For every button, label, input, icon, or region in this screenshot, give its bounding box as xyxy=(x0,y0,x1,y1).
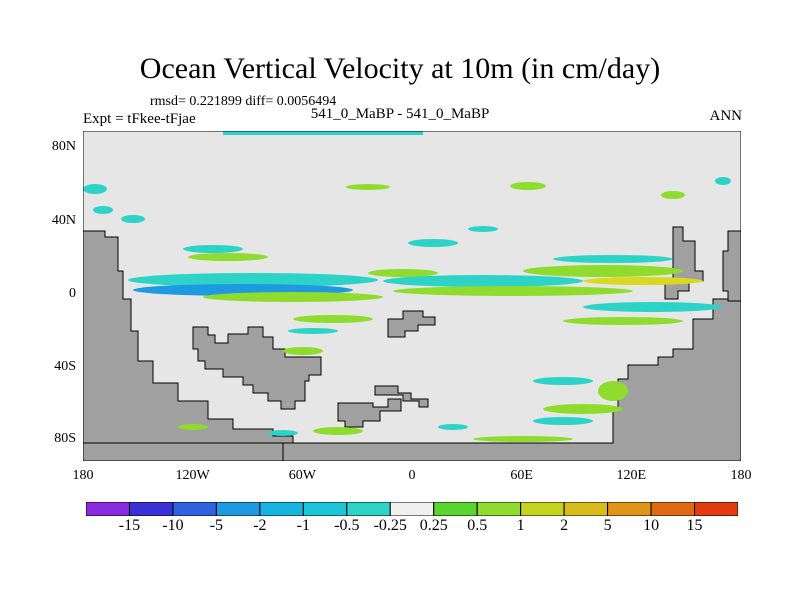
case-label: 541_0_MaBP - 541_0_MaBP xyxy=(310,106,490,122)
anomaly-patch xyxy=(368,269,438,277)
x-tick-label: 60E xyxy=(510,468,533,483)
anomaly-patch xyxy=(523,265,683,277)
anomaly-patch xyxy=(223,131,423,135)
colorbar-swatch xyxy=(172,502,217,516)
colorbar-swatch xyxy=(650,502,696,516)
anomaly-patch xyxy=(203,292,383,302)
y-tick-label: 80N xyxy=(51,139,76,154)
colorbar-label: -0.5 xyxy=(334,517,360,534)
anomaly-patch xyxy=(533,377,593,385)
anomaly-patch xyxy=(661,191,685,199)
y-tick-label: 0 xyxy=(69,286,76,301)
anomaly-patch xyxy=(583,277,703,285)
colorbar-swatch xyxy=(128,502,174,516)
anomaly-patch xyxy=(383,275,583,287)
anomaly-patch xyxy=(93,206,113,214)
anomaly-patch xyxy=(543,404,623,414)
anomaly-patch xyxy=(583,302,723,312)
colorbar-swatch xyxy=(694,502,738,516)
y-tick-label: 80S xyxy=(54,431,76,446)
colorbar-label: 15 xyxy=(686,517,703,534)
anomaly-patch xyxy=(346,184,390,190)
stats-label: rmsd= 0.221899 diff= 0.0056494 xyxy=(150,94,337,109)
x-tick-label: 180 xyxy=(72,468,94,483)
colorbar-swatch xyxy=(346,502,391,516)
season-label: ANN xyxy=(709,108,743,124)
map-title: Ocean Vertical Velocity at 10m (in cm/da… xyxy=(139,52,661,85)
colorbar xyxy=(86,502,738,516)
x-tick-label: 0 xyxy=(408,468,416,483)
colorbar-label: -15 xyxy=(118,517,141,534)
anomaly-patch xyxy=(468,226,498,232)
colorbar-label: -2 xyxy=(253,517,267,534)
anomaly-patch xyxy=(473,436,573,442)
colorbar-label: 10 xyxy=(643,517,660,534)
anomaly-patch xyxy=(83,184,107,194)
land-asia-east xyxy=(722,230,741,302)
colorbar-label: 0.25 xyxy=(419,517,448,534)
anomaly-patch xyxy=(715,177,731,185)
anomaly-patch xyxy=(408,239,458,247)
colorbar-swatch xyxy=(302,502,348,516)
anomaly-patch xyxy=(283,347,323,355)
colorbar-swatch xyxy=(433,502,478,516)
colorbar-label: 1 xyxy=(516,517,525,534)
y-tick-label: 40N xyxy=(51,213,76,228)
anomaly-patch xyxy=(121,215,145,223)
colorbar-label: 5 xyxy=(603,517,612,534)
colorbar-label: -0.25 xyxy=(373,517,407,534)
colorbar-swatch xyxy=(259,502,304,516)
colorbar-label: 2 xyxy=(560,517,569,534)
anomaly-patch xyxy=(393,286,633,296)
anomaly-patch xyxy=(533,417,593,425)
y-tick-label: 40S xyxy=(54,359,76,374)
map-plot xyxy=(83,131,741,461)
anomaly-patch xyxy=(178,424,208,430)
colorbar-label: 0.5 xyxy=(467,517,488,534)
anomaly-patch xyxy=(563,317,683,325)
colorbar-label: -5 xyxy=(209,517,224,534)
anomaly-patches xyxy=(83,131,731,442)
colorbar-label: -1 xyxy=(296,517,310,534)
anomaly-patch xyxy=(268,430,298,436)
colorbar-swatch xyxy=(520,502,565,516)
colorbar-swatch xyxy=(563,502,609,516)
land-africa-small xyxy=(387,310,436,338)
colorbar-swatch xyxy=(86,502,130,516)
land-masses xyxy=(83,226,741,461)
x-tick-label: 60W xyxy=(288,468,316,483)
anomaly-patch xyxy=(293,315,373,323)
land-south-america xyxy=(192,326,322,410)
colorbar-swatch xyxy=(389,502,435,516)
land-island-south xyxy=(374,385,429,408)
x-tick-label: 180 xyxy=(730,468,752,483)
land-antarctic-peninsula xyxy=(337,398,402,428)
land-north-america xyxy=(83,230,328,444)
anomaly-patch xyxy=(188,253,268,261)
colorbar-swatch xyxy=(215,502,261,516)
x-tick-label: 120E xyxy=(616,468,647,483)
colorbar-swatch xyxy=(476,502,522,516)
anomaly-patch xyxy=(438,424,468,430)
anomaly-patch xyxy=(598,381,628,401)
experiment-label: Expt = tFkee-tFjae xyxy=(83,111,196,127)
anomaly-patch xyxy=(128,273,378,287)
x-tick-label: 120W xyxy=(175,468,210,483)
anomaly-patch xyxy=(553,255,673,263)
anomaly-patch xyxy=(510,182,546,190)
anomaly-patch xyxy=(183,245,243,253)
anomaly-patch xyxy=(313,427,363,435)
anomaly-patch xyxy=(288,328,338,334)
colorbar-label: -10 xyxy=(162,517,184,534)
colorbar-swatch xyxy=(607,502,652,516)
